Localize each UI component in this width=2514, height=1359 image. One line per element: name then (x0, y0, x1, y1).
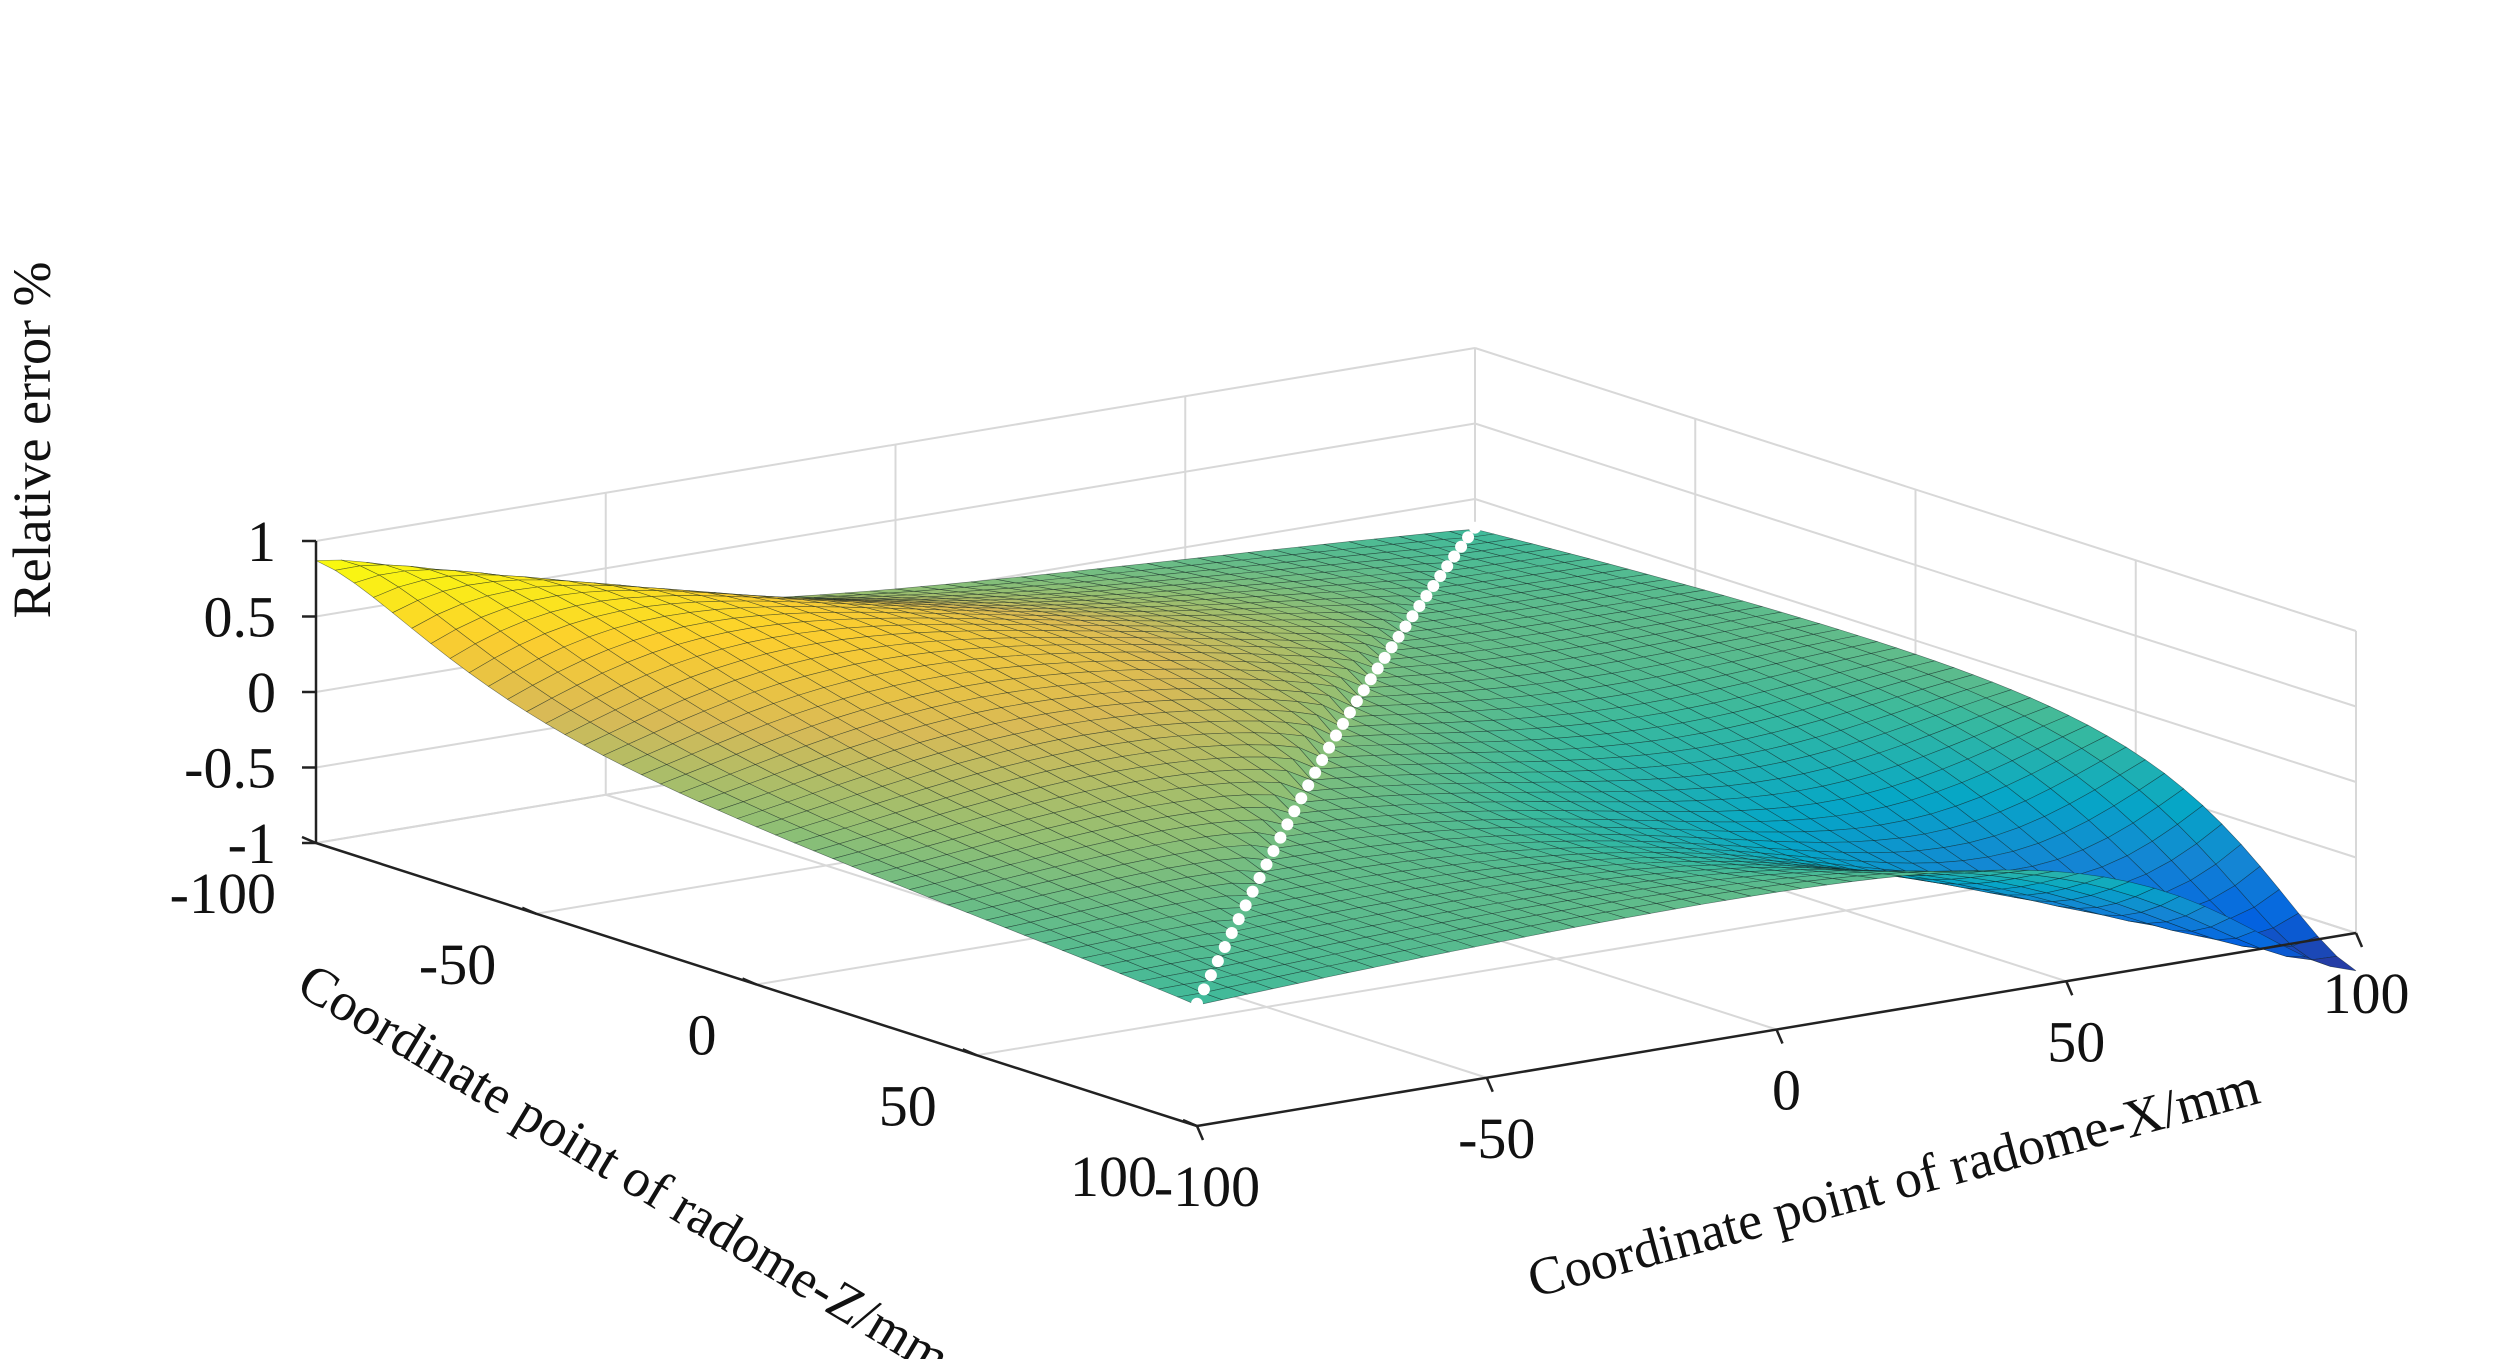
marker-point (1420, 589, 1433, 602)
marker-point (1392, 630, 1405, 643)
marker-point (1441, 560, 1454, 573)
marker-point (1462, 531, 1475, 544)
marker-point (1295, 792, 1308, 805)
x-tick (2065, 980, 2074, 996)
chart-axes (301, 539, 2364, 1141)
marker-point (1246, 885, 1259, 898)
z-axis-label: Relative error % (2, 262, 62, 619)
marker-point (1232, 913, 1245, 926)
marker-point (1191, 997, 1203, 1010)
x-tick (1775, 1029, 1784, 1044)
y-tick (521, 906, 537, 915)
marker-point (1274, 831, 1287, 844)
x-tick-label: -100 (1154, 1154, 1260, 1219)
x-tick-label: -50 (1458, 1106, 1535, 1171)
x-tick-label: 0 (1772, 1058, 1801, 1123)
x-tick-label: 100 (2323, 961, 2410, 1026)
z-tick-label: -0.5 (184, 736, 276, 801)
marker-point (1434, 570, 1447, 583)
marker-point (1343, 706, 1356, 719)
x-tick (1485, 1077, 1494, 1093)
x-axis-label: Coordinate point of radome-X/mm (1521, 1056, 2265, 1309)
marker-point (1378, 651, 1391, 664)
z-tick-label: 0.5 (204, 585, 277, 650)
y-tick-label: 0 (688, 1003, 717, 1068)
y-tick (742, 977, 757, 986)
marker-point (1288, 805, 1301, 818)
marker-point (1218, 941, 1231, 954)
y-axis-label: Coordinate point of radome-Z/mm (288, 951, 960, 1359)
y-tick-label: -50 (419, 932, 496, 997)
marker-point (1336, 717, 1349, 730)
marker-point (1239, 899, 1252, 912)
marker-point (1427, 579, 1440, 592)
marker-point (1316, 754, 1329, 767)
marker-point (1350, 695, 1363, 708)
marker-point (1225, 927, 1238, 940)
marker-point (1455, 540, 1468, 553)
y-tick (962, 1048, 978, 1057)
marker-point (1260, 858, 1273, 871)
marker-point (1364, 673, 1377, 686)
y-tick (1182, 1118, 1198, 1128)
marker-point (1469, 521, 1481, 534)
marker-point (1267, 845, 1280, 858)
marker-point (1406, 610, 1419, 623)
marker-point (1197, 983, 1210, 996)
z-tick-label: 0 (247, 660, 276, 725)
marker-point (1330, 729, 1342, 742)
marker-point (1448, 550, 1461, 563)
x-tick (1195, 1125, 1205, 1141)
x-tick (2354, 932, 2364, 948)
surface-mesh (315, 528, 2357, 1006)
y-tick-label: -100 (170, 861, 276, 926)
marker-point (1281, 818, 1294, 831)
z-tick-label: 1 (247, 509, 276, 574)
marker-point (1211, 955, 1224, 968)
marker-point (1302, 779, 1315, 792)
marker-point (1323, 741, 1336, 754)
grid-line (976, 861, 2136, 1057)
marker-point (1204, 969, 1217, 982)
y-tick (301, 835, 317, 845)
x-tick-label: 50 (2047, 1009, 2105, 1074)
marker-point (1385, 641, 1398, 654)
marked-line (1191, 521, 1481, 1010)
z-tick-label: -1 (228, 811, 276, 876)
surface-patch (2311, 955, 2357, 972)
y-tick-label: 50 (879, 1073, 937, 1138)
marker-point (1253, 871, 1266, 884)
marker-point (1371, 662, 1384, 675)
tick-labels: -1 -0.5 0 0.5 1 100 50 0 -50 -100 -100 -50 0 50 100 (170, 509, 2410, 1219)
y-tick-label: 100 (1070, 1144, 1157, 1209)
marker-point (1399, 620, 1412, 633)
marker-point (1413, 600, 1426, 613)
marker-point (1357, 684, 1370, 697)
marker-point (1309, 766, 1322, 779)
